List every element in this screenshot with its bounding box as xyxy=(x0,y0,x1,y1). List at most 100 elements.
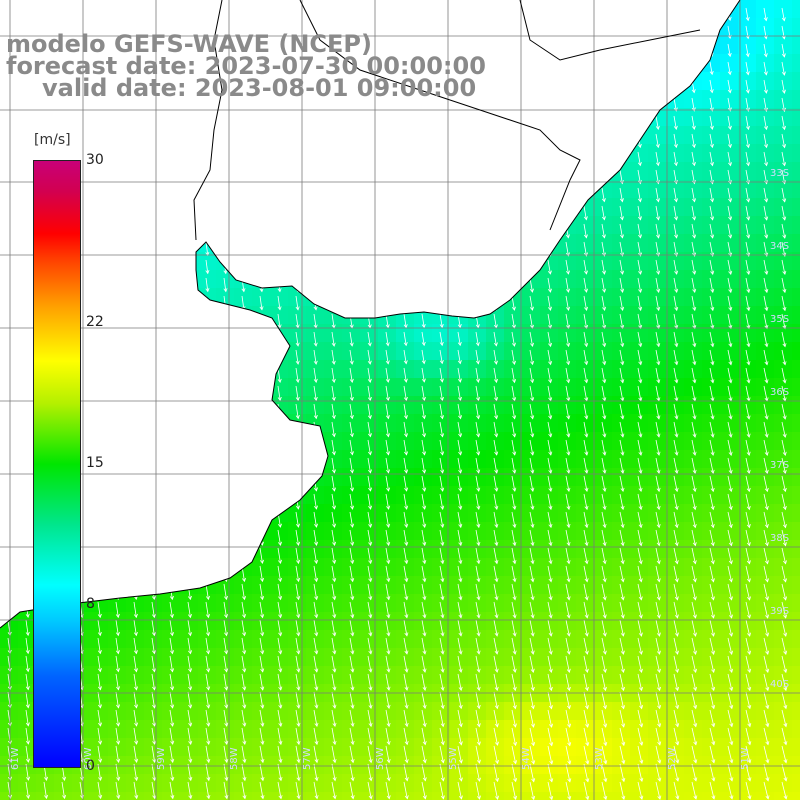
wind-cell xyxy=(540,522,559,541)
wind-cell xyxy=(486,342,505,361)
wind-cell xyxy=(324,342,343,361)
wind-arrow xyxy=(547,259,552,275)
wind-cell xyxy=(720,540,739,559)
wind-cell xyxy=(324,324,343,343)
wind-cell xyxy=(774,594,793,613)
wind-cell xyxy=(720,648,739,667)
wind-cell xyxy=(738,738,757,757)
wind-cell xyxy=(396,450,415,469)
wind-cell xyxy=(468,792,487,800)
wind-arrow xyxy=(313,331,318,347)
wind-cell xyxy=(306,720,325,739)
wind-cell xyxy=(576,324,595,343)
wind-cell xyxy=(378,738,397,757)
wind-cell xyxy=(342,738,361,757)
colorbar-tick: 22 xyxy=(86,313,104,330)
wind-cell xyxy=(162,702,181,721)
wind-cell xyxy=(342,576,361,595)
wind-cell xyxy=(450,522,469,541)
wind-cell xyxy=(450,540,469,559)
wind-cell xyxy=(126,720,145,739)
wind-cell xyxy=(360,594,379,613)
wind-arrow xyxy=(673,205,679,221)
wind-arrow xyxy=(205,277,210,293)
wind-cell xyxy=(792,234,800,253)
latitude-label: 35S xyxy=(770,314,789,325)
wind-cell xyxy=(216,774,235,793)
wind-cell xyxy=(666,720,685,739)
wind-cell xyxy=(432,522,451,541)
wind-cell xyxy=(666,792,685,800)
wind-cell xyxy=(360,522,379,541)
wind-cell xyxy=(540,702,559,721)
wind-cell xyxy=(360,756,379,775)
wind-cell xyxy=(792,360,800,379)
wind-cell xyxy=(522,738,541,757)
wind-cell xyxy=(414,702,433,721)
longitude-label: 51W xyxy=(740,747,751,770)
latitude-label: 33S xyxy=(770,168,789,179)
wind-arrow xyxy=(763,133,769,149)
wind-cell xyxy=(0,666,19,685)
wind-cell xyxy=(738,144,757,163)
wind-arrow xyxy=(781,7,786,22)
wind-cell xyxy=(774,630,793,649)
wind-cell xyxy=(792,522,800,541)
wind-cell xyxy=(486,738,505,757)
wind-cell xyxy=(684,792,703,800)
wind-cell xyxy=(684,630,703,649)
wind-cell xyxy=(738,72,757,91)
wind-cell xyxy=(378,576,397,595)
wind-cell xyxy=(540,432,559,451)
wind-cell xyxy=(612,450,631,469)
wind-cell xyxy=(792,288,800,307)
wind-cell xyxy=(702,342,721,361)
wind-cell xyxy=(630,558,649,577)
wind-cell xyxy=(252,594,271,613)
wind-cell xyxy=(774,414,793,433)
wind-arrow xyxy=(745,151,751,167)
wind-cell xyxy=(666,216,685,235)
wind-arrow xyxy=(691,133,696,149)
wind-cell xyxy=(612,324,631,343)
wind-cell xyxy=(216,270,235,289)
wind-cell xyxy=(774,774,793,793)
latitude-label: 38S xyxy=(770,533,789,544)
wind-arrow xyxy=(565,241,570,257)
wind-cell xyxy=(702,162,721,181)
wind-cell xyxy=(720,270,739,289)
wind-cell xyxy=(216,594,235,613)
wind-cell xyxy=(594,648,613,667)
wind-cell xyxy=(774,306,793,325)
wind-cell xyxy=(792,378,800,397)
wind-cell xyxy=(558,792,577,800)
wind-arrow xyxy=(583,331,589,348)
wind-cell xyxy=(792,468,800,487)
wind-cell xyxy=(378,522,397,541)
wind-cell xyxy=(360,432,379,451)
wind-cell xyxy=(702,108,721,127)
wind-cell xyxy=(594,558,613,577)
wind-cell xyxy=(738,558,757,577)
wind-cell xyxy=(342,720,361,739)
wind-cell xyxy=(756,594,775,613)
wind-cell xyxy=(486,594,505,613)
wind-arrow xyxy=(709,133,714,149)
wind-cell xyxy=(198,774,217,793)
wind-cell xyxy=(720,666,739,685)
wind-cell xyxy=(648,450,667,469)
wind-arrow xyxy=(781,43,786,58)
wind-cell xyxy=(666,756,685,775)
wind-cell xyxy=(504,342,523,361)
wind-cell xyxy=(738,720,757,739)
wind-arrow xyxy=(763,25,768,40)
wind-cell xyxy=(576,630,595,649)
wind-cell xyxy=(648,468,667,487)
wind-arrow xyxy=(601,241,606,257)
wind-cell xyxy=(432,324,451,343)
wind-arrow xyxy=(637,295,643,312)
wind-arrow xyxy=(709,97,714,112)
wind-cell xyxy=(720,306,739,325)
wind-arrow xyxy=(763,205,769,221)
wind-arrow xyxy=(727,205,733,221)
